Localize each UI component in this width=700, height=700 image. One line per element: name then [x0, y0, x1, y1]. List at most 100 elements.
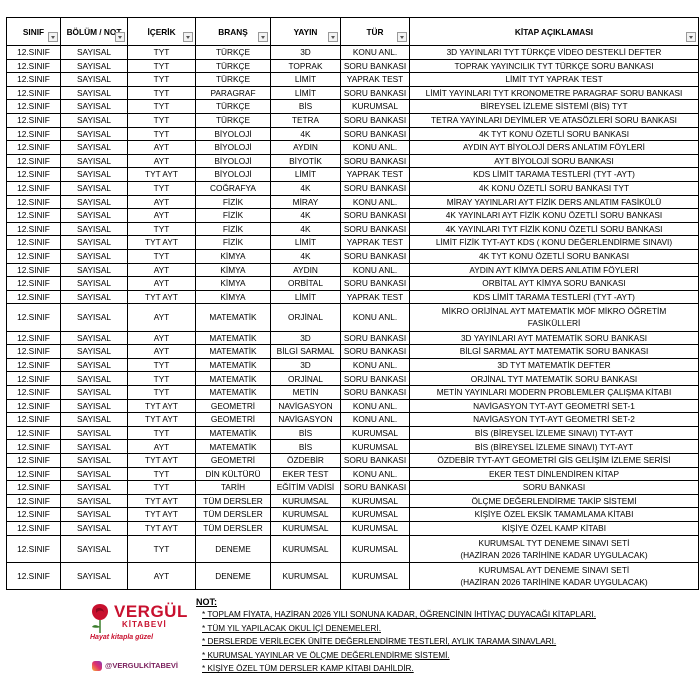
table-cell: AYDIN AYT BİYOLOJİ DERS ANLATIM FÖYLERİ [409, 140, 699, 155]
table-cell: KONU ANL. [340, 303, 410, 332]
table-cell: BİLGİ SARMAL AYT MATEMATİK SORU BANKASI [409, 344, 699, 359]
table-cell: YAPRAK TEST [340, 235, 410, 250]
table-cell: TOPRAK YAYINCILIK TYT TÜRKÇE SORU BANKAS… [409, 58, 699, 74]
column-header: İÇERİK [127, 17, 196, 46]
table-cell: 12.SINIF [6, 398, 61, 414]
table-cell: 12.SINIF [6, 439, 61, 455]
table-cell: ORBİTAL AYT KİMYA SORU BANKASI [409, 276, 699, 291]
table-cell: AYT [127, 439, 196, 455]
table-cell: TYT AYT [127, 493, 196, 509]
table-row: 12.SINIF SAYISAL TYT FİZİK 4K SORU BANKASI 4K … [6, 221, 699, 237]
table-cell: TYT [127, 480, 196, 495]
table-cell: AYT [127, 303, 196, 332]
table-cell: SORU BANKASI [340, 248, 410, 264]
table-cell: BİS (BİREYSEL İZLEME SINAVI) TYT-AYT [409, 439, 699, 455]
table-cell: 12.SINIF [6, 289, 61, 305]
header-text: SINIF [22, 26, 45, 37]
filter-button[interactable] [183, 32, 193, 42]
table-row: 12.SINIF SAYISAL AYT MATEMATİK BİS KURUMSAL Bİ… [6, 439, 699, 455]
table-cell: TETRA YAYINLARI DEYİMLER VE ATASÖZLERİ S… [409, 112, 699, 128]
table-row: 12.SINIF SAYISAL TYT MATEMATİK ORJİNAL SORU B… [6, 371, 699, 387]
table-cell: KONU ANL. [340, 262, 410, 278]
table-cell: 3D [270, 330, 341, 346]
note-item: * TÜM YIL YAPILACAK OKUL İÇİ DENEMELERİ. [202, 623, 381, 633]
instagram-icon [92, 661, 102, 671]
table-row: 12.SINIF SAYISAL TYT AYT GEOMETRİ NAVİGASYON… [6, 398, 699, 414]
table-cell: 4K TYT KONU ÖZETLİ SORU BANKASI [409, 248, 699, 264]
table-cell: YAPRAK TEST [340, 167, 410, 182]
table-cell: 12.SINIF [6, 262, 61, 278]
table-cell: 12.SINIF [6, 153, 61, 169]
table-row: 12.SINIF SAYISAL TYT AYT FİZİK LİMİT YAPRAK T… [6, 235, 699, 250]
table-cell: TYT [127, 357, 196, 373]
filter-button[interactable] [48, 32, 58, 42]
table-cell: 4K [270, 180, 341, 196]
table-row: 12.SINIF SAYISAL AYT DENEME KURUMSAL KURUMSAL… [6, 561, 699, 591]
table-row: 12.SINIF SAYISAL TYT MATEMATİK METİN SORU BAN… [6, 385, 699, 400]
table-cell: SAYISAL [60, 72, 128, 87]
table-cell: 12.SINIF [6, 330, 61, 346]
filter-button[interactable] [686, 32, 696, 42]
table-row: 12.SINIF SAYISAL AYT FİZİK MİRAY KONU ANL. MİR… [6, 194, 699, 210]
table-cell: AYT [127, 140, 196, 155]
table-cell: KİŞİYE ÖZEL KAMP KİTABI [409, 520, 699, 536]
table-cell: TÜRKÇE [195, 58, 271, 74]
table-row: 12.SINIF SAYISAL TYT COĞRAFYA 4K SORU BANKASI… [6, 180, 699, 196]
table-cell: YAPRAK TEST [340, 72, 410, 87]
table-cell: SORU BANKASI [409, 480, 699, 495]
table-cell: KURUMSAL [270, 534, 341, 563]
table-cell: ÖZDEBİR TYT-AYT GEOMETRİ GİS GELİŞİM İZL… [409, 453, 699, 468]
table-cell: SAYISAL [60, 58, 128, 74]
table-row: 12.SINIF SAYISAL AYT BİYOLOJİ BİYOTİK SORU BA… [6, 153, 699, 169]
table-cell: SAYISAL [60, 262, 128, 278]
table-cell: KONU ANL. [340, 357, 410, 373]
table-cell: AYT [127, 344, 196, 359]
filter-button[interactable] [397, 32, 407, 42]
table-cell: KURUMSAL AYT DENEME SINAVI SETİ (HAZİRAN … [409, 561, 699, 591]
table-cell: TÜRKÇE [195, 45, 271, 60]
table-cell: KDS LİMİT TARAMA TESTLERİ (TYT -AYT) [409, 289, 699, 305]
table-cell: SORU BANKASI [340, 112, 410, 128]
column-header: SINIF [6, 17, 61, 46]
table-body: 12.SINIF SAYISAL TYT TÜRKÇE 3D KONU ANL. 3D YA… [6, 45, 699, 591]
table-row: 12.SINIF SAYISAL TYT AYT TÜM DERSLER KURUMSA… [6, 507, 699, 522]
table-cell: GEOMETRİ [195, 398, 271, 414]
table-cell: LİMİT TYT YAPRAK TEST [409, 72, 699, 87]
table-cell: KURUMSAL [340, 561, 410, 591]
table-cell: KURUMSAL [270, 561, 341, 591]
table-cell: EKER TEST DİNLENDİREN KİTAP [409, 466, 699, 482]
table-cell: BİYOTİK [270, 153, 341, 169]
table-cell: SAYISAL [60, 439, 128, 455]
filter-button[interactable] [115, 32, 125, 42]
table-cell: MATEMATİK [195, 330, 271, 346]
table-cell: TÜM DERSLER [195, 520, 271, 536]
table-cell: SAYISAL [60, 520, 128, 536]
table-cell: KONU ANL. [340, 194, 410, 210]
filter-button[interactable] [258, 32, 268, 42]
table-cell: 3D TYT MATEMATİK DEFTER [409, 357, 699, 373]
table-cell: KİMYA [195, 276, 271, 291]
table-cell: SAYISAL [60, 140, 128, 155]
table-cell: 12.SINIF [6, 126, 61, 142]
note-item: * KİŞİYE ÖZEL TÜM DERSLER KAMP KİTABI DA… [202, 664, 414, 674]
table-cell: AYT BİYOLOJİ SORU BANKASI [409, 153, 699, 169]
table-cell: SAYISAL [60, 289, 128, 305]
table-cell: KİMYA [195, 248, 271, 264]
table-cell: DİN KÜLTÜRÜ [195, 466, 271, 482]
table-cell: SORU BANKASI [340, 480, 410, 495]
table-cell: 12.SINIF [6, 276, 61, 291]
table-cell: PARAGRAF [195, 85, 271, 101]
table-row: 12.SINIF SAYISAL TYT AYT GEOMETRİ NAVİGASYON… [6, 412, 699, 427]
table-cell: 12.SINIF [6, 221, 61, 237]
table-cell: ORJİNAL TYT MATEMATİK SORU BANKASI [409, 371, 699, 387]
table-cell: MATEMATİK [195, 357, 271, 373]
table-cell: SAYISAL [60, 344, 128, 359]
table-cell: SAYISAL [60, 126, 128, 142]
table-cell: 4K [270, 126, 341, 142]
table-cell: SAYISAL [60, 303, 128, 332]
table-cell: 12.SINIF [6, 453, 61, 468]
table-row: 12.SINIF SAYISAL TYT AYT BİYOLOJİ LİMİT YAPRA… [6, 167, 699, 182]
logo-subtitle: KİTABEVİ [122, 620, 167, 629]
filter-button[interactable] [328, 32, 338, 42]
